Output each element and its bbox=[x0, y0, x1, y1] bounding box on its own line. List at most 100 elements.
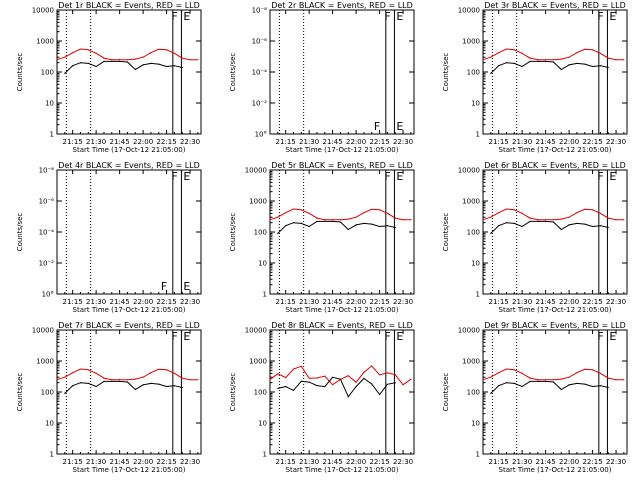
det3-x-axis-label: Start Time (17-Oct-12 21:05:00) bbox=[499, 146, 612, 154]
det3-x-tick-label: 21:30 bbox=[512, 138, 532, 146]
det3-lld-point bbox=[513, 49, 515, 51]
det4-y-axis-label: Counts/sec bbox=[16, 213, 24, 252]
det1-events-point bbox=[150, 62, 152, 64]
det9-y-axis-label: Counts/sec bbox=[442, 373, 450, 412]
det7-y-tick-label: 100 bbox=[41, 389, 54, 397]
det5-events-point bbox=[363, 222, 365, 224]
det9-lld-point bbox=[482, 379, 484, 381]
det1-lld-point bbox=[87, 49, 89, 51]
det1-lld-point bbox=[64, 56, 66, 58]
det7-events-series-line bbox=[64, 380, 183, 394]
det6-x-tick-label: 22:00 bbox=[559, 298, 579, 306]
det9-lld-point bbox=[576, 372, 578, 374]
det7-lld-point bbox=[142, 376, 144, 378]
det9-lld-point bbox=[490, 376, 492, 378]
det9-events-point bbox=[560, 388, 562, 391]
det6-x-tick-label: 21:30 bbox=[512, 298, 532, 306]
det3-lld-point bbox=[560, 58, 562, 60]
det5-x-tick-label: 21:15 bbox=[276, 298, 296, 306]
det7-x-tick-label: 21:15 bbox=[63, 458, 83, 466]
det3-lld-point bbox=[505, 48, 508, 50]
det7-lld-point bbox=[165, 369, 168, 371]
det7-lld-point bbox=[56, 379, 58, 381]
det2-x-tick-label: 22:15 bbox=[369, 138, 389, 146]
det7-events-point bbox=[126, 381, 129, 383]
det9-y-tick-label: 1000 bbox=[462, 358, 480, 366]
det7-events-point bbox=[134, 388, 136, 391]
det4-flag-e: E bbox=[183, 170, 190, 183]
det8-lld-point bbox=[324, 375, 326, 377]
det7-x-tick-label: 21:45 bbox=[110, 458, 130, 466]
det7-events-point bbox=[87, 382, 89, 384]
det9-lld-point bbox=[537, 379, 539, 381]
det9-events-point bbox=[537, 380, 539, 382]
det3-y-tick-label: 10 bbox=[471, 100, 480, 108]
det5-lld-point bbox=[269, 219, 271, 221]
det3-x-tick-label: 21:45 bbox=[536, 138, 556, 146]
det5-events-point bbox=[371, 223, 373, 225]
det3-lld-point bbox=[498, 52, 500, 54]
det3-events-point bbox=[505, 62, 508, 64]
det6-events-point bbox=[537, 220, 539, 222]
det9-lld-point bbox=[505, 368, 508, 370]
det8-events-point bbox=[277, 387, 279, 390]
det6-lld-point bbox=[513, 209, 515, 211]
det5-x-tick-label: 21:30 bbox=[299, 298, 319, 306]
det4-flag-f: F bbox=[171, 170, 177, 183]
det5-lld-point bbox=[347, 218, 349, 220]
det6-y-tick-label: 10000 bbox=[458, 167, 480, 175]
det1-lld-point bbox=[126, 59, 129, 61]
det8-y-tick-label: 1000 bbox=[249, 358, 267, 366]
det1-lld-point bbox=[56, 59, 58, 61]
det5-lld-point bbox=[355, 216, 357, 218]
det5-lld-point bbox=[277, 216, 279, 218]
det5-events-series-line bbox=[277, 220, 396, 234]
det6-flag-f: F bbox=[597, 170, 603, 183]
det8-lld-point bbox=[292, 368, 295, 370]
det6-lld-point bbox=[607, 217, 609, 219]
det8-events-point bbox=[363, 377, 365, 380]
det1-lld-point bbox=[197, 59, 199, 61]
det5-lld-point bbox=[363, 212, 365, 214]
det9-lld-point bbox=[568, 376, 570, 378]
det8-events-point bbox=[300, 380, 302, 382]
det1-events-point bbox=[111, 60, 113, 62]
det7-lld-point bbox=[64, 376, 66, 378]
det8-events-point bbox=[316, 385, 318, 387]
det9-events-point bbox=[591, 385, 594, 388]
det5-events-point bbox=[300, 222, 302, 224]
det1-events-point bbox=[165, 65, 168, 68]
det8-lld-point bbox=[402, 384, 404, 386]
det5-events-point bbox=[308, 225, 310, 228]
det6-events-point bbox=[513, 222, 515, 224]
det4-x-tick-label: 21:15 bbox=[63, 298, 83, 306]
det7-events-point bbox=[103, 380, 105, 382]
det7-events-point bbox=[119, 380, 121, 382]
det1-lld-point bbox=[111, 59, 113, 61]
det4-plot-frame bbox=[56, 169, 202, 295]
det9-x-tick-label: 22:00 bbox=[559, 458, 579, 466]
det9-x-tick-label: 21:15 bbox=[489, 458, 509, 466]
det9-lld-point bbox=[529, 377, 531, 379]
det9-y-tick-label: 10 bbox=[471, 420, 480, 428]
det3-events-point bbox=[490, 72, 492, 75]
det7-lld-point bbox=[119, 379, 121, 381]
det3-lld-point bbox=[482, 59, 484, 61]
det4-flag-e-bottom: E bbox=[183, 280, 190, 293]
det3-lld-point bbox=[552, 59, 555, 61]
det3-events-point bbox=[552, 61, 555, 63]
det7-plot-frame bbox=[56, 329, 202, 455]
det8-lld-point bbox=[347, 375, 349, 377]
det7-lld-point bbox=[79, 368, 82, 370]
det1-y-tick-label: 1000 bbox=[36, 38, 54, 46]
det9-events-point bbox=[521, 385, 523, 388]
det8-events-point bbox=[386, 383, 388, 385]
det9-lld-series-line bbox=[482, 368, 624, 381]
det6-x-tick-label: 21:45 bbox=[536, 298, 556, 306]
det6-lld-point bbox=[498, 212, 500, 214]
det5-lld-point bbox=[285, 212, 287, 214]
det1-title: Det 1r BLACK = Events, RED = LLD bbox=[58, 1, 200, 10]
det3-lld-point bbox=[576, 52, 578, 54]
det5-events-point bbox=[386, 225, 388, 227]
